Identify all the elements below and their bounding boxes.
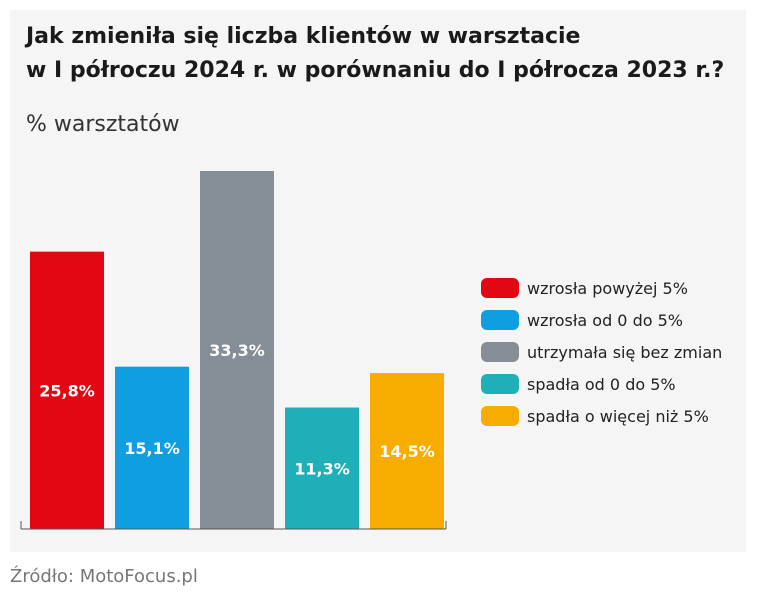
bar-3 (200, 171, 274, 529)
bar-value-label-3: 33,3% (209, 341, 265, 360)
chart-title-line-2: w I półroczu 2024 r. w porównaniu do I p… (26, 58, 725, 83)
legend-item-3: utrzymała się bez zmian (481, 336, 722, 368)
legend-label-1: wzrosła powyżej 5% (527, 278, 688, 298)
legend-label-5: spadła o więcej niż 5% (527, 406, 709, 426)
legend-item-2: wzrosła od 0 do 5% (481, 304, 722, 336)
legend-item-4: spadła od 0 do 5% (481, 368, 722, 400)
chart-title-line-1: Jak zmieniła się liczba klientów w warsz… (26, 24, 581, 49)
chart-title: Jak zmieniła się liczba klientów w warsz… (26, 20, 746, 88)
bar-5 (370, 373, 444, 529)
legend: wzrosła powyżej 5% wzrosła od 0 do 5% utrz… (481, 272, 722, 432)
bar-labels-layer: 25,8% 15,1% 33,3% 11,3% 14,5% (39, 341, 435, 478)
legend-item-1: wzrosła powyżej 5% (481, 272, 722, 304)
legend-label-3: utrzymała się bez zmian (527, 342, 723, 362)
bar-2 (115, 366, 189, 529)
legend-swatch-5 (481, 406, 519, 426)
bar-1 (30, 251, 104, 530)
legend-label-2: wzrosła od 0 do 5% (527, 310, 683, 330)
source-note: Źródło: MotoFocus.pl (10, 566, 198, 587)
bars-layer (30, 171, 444, 530)
bar-4 (285, 407, 359, 529)
bar-value-label-4: 11,3% (294, 459, 350, 478)
legend-item-5: spadła o więcej niż 5% (481, 400, 722, 432)
legend-swatch-3 (481, 342, 519, 362)
legend-label-4: spadła od 0 do 5% (527, 374, 676, 394)
legend-swatch-4 (481, 374, 519, 394)
bar-value-label-2: 15,1% (124, 439, 180, 458)
legend-swatch-2 (481, 310, 519, 330)
chart-subtitle: % warsztatów (26, 112, 180, 137)
legend-swatch-1 (481, 278, 519, 298)
bar-value-label-5: 14,5% (379, 442, 435, 461)
bar-value-label-1: 25,8% (39, 381, 95, 400)
